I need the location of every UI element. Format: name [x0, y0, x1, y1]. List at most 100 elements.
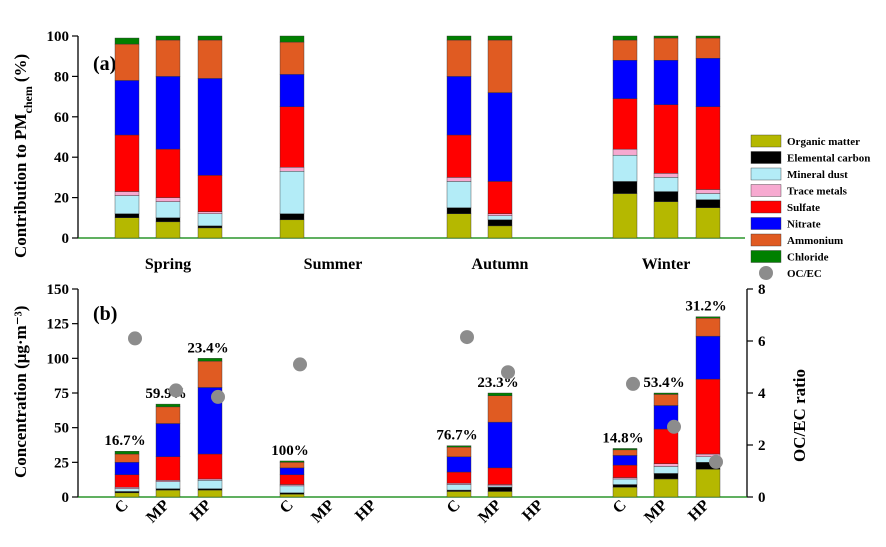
panel-a-bar-segment: [155, 148, 181, 198]
panel-b-y2-ticks: 0 2 4 6 8: [747, 282, 766, 506]
panel-a-y-label-unit: (%): [11, 54, 30, 82]
panel-a-bar-segment: [114, 213, 140, 218]
panel-b-category-label: HP: [187, 497, 215, 525]
panel-a-bar-segment: [446, 207, 472, 214]
panel-b-bar-segment: [653, 428, 679, 464]
panel-a-bars: [114, 35, 721, 239]
panel-b-category-label: MP: [475, 497, 505, 527]
legend-label: Nitrate: [787, 219, 821, 231]
panel-a-bar-segment: [612, 39, 638, 61]
panel-a-bar-segment: [446, 177, 472, 182]
panel-b-category-label: HP: [352, 497, 380, 525]
panel-a-bar-segment: [487, 181, 513, 214]
panel-b-category-label: MP: [641, 497, 671, 527]
panel-a-bar-segment: [487, 215, 513, 221]
panel-b-ocec-point: [709, 454, 723, 469]
panel-a-bar-segment: [197, 227, 223, 239]
panel-b-bar-segment: [446, 489, 472, 492]
panel-b-bar-segment: [197, 489, 223, 498]
panel-b-tick-label: 125: [47, 317, 70, 333]
legend-label: Organic matter: [787, 136, 860, 148]
panel-b-bar-segment: [487, 485, 513, 488]
panel-a-bar-segment: [155, 76, 181, 150]
panel-b-bar-segment: [653, 478, 679, 498]
legend-label: Ammonium: [787, 235, 843, 247]
panel-b-bar-segment: [197, 488, 223, 491]
panel-a-bar-segment: [155, 217, 181, 223]
legend-ocec-label: OC/EC: [787, 268, 822, 280]
panel-a-bar-segment: [155, 201, 181, 218]
panel-b-bar-segment: [612, 464, 638, 478]
panel-b-bar-segment: [114, 491, 140, 494]
panel-a-bar-segment: [197, 225, 223, 229]
panel-b-bar-segment: [114, 453, 140, 463]
panel-a-bar-segment: [446, 35, 472, 41]
legend-label: Sulfate: [787, 202, 820, 214]
panel-b-bar-segment: [695, 335, 721, 380]
panel-b-tick-label: 0: [62, 490, 70, 506]
panel-b-percent-label: 14.8%: [602, 430, 643, 446]
panel-b-bar-segment: [653, 392, 679, 395]
panel-b-bar-segment: [197, 360, 223, 388]
panel-a-bar-segment: [279, 219, 305, 239]
panel-b-ocec-point: [169, 383, 183, 398]
panel-a-bar-segment: [612, 35, 638, 41]
panel-b-bar-segment: [114, 487, 140, 489]
panel-a-bar-segment: [155, 35, 181, 41]
legend: Organic matter Elemental carbon Mineral du…: [750, 134, 870, 280]
panel-a-bar-segment: [695, 207, 721, 239]
panel-b-bar-segment: [155, 481, 181, 489]
panel-a-group-label: Autumn: [472, 256, 529, 273]
panel-b-bar-segment: [487, 392, 513, 396]
panel-b-bar-segment: [695, 316, 721, 319]
panel-a-bar-segment: [612, 60, 638, 99]
panel-b-bar-segment: [279, 494, 305, 498]
panel-a-y-ticks: 0 20 40 60 80 100: [47, 29, 78, 247]
panel-b-bar-segment: [653, 463, 679, 467]
legend-label: Elemental carbon: [787, 153, 870, 165]
panel-b-bar-segment: [695, 317, 721, 337]
panel-b-ocec-points: [128, 330, 723, 469]
panel-b-category-label: C: [277, 497, 297, 517]
panel-a-bar-segment: [279, 106, 305, 168]
panel-a-bar-segment: [653, 201, 679, 239]
panel-b-bar-segment: [114, 451, 140, 455]
panel-b-bar-segment: [487, 491, 513, 498]
panel-a-bar-segment: [653, 104, 679, 174]
panel-a-bar-segment: [446, 39, 472, 77]
panel-b-bar-segment: [114, 492, 140, 498]
panel-b-percent-label: 23.4%: [187, 340, 228, 356]
panel-b-tick-label: 100: [47, 351, 70, 367]
panel-b-bar-segment: [612, 478, 638, 485]
panel-b-bar-segment: [197, 453, 223, 480]
panel-a-bar-segment: [653, 35, 679, 39]
panel-b-ocec-point: [626, 376, 640, 391]
panel-b-ocec-point: [667, 419, 681, 434]
panel-b-category-label: HP: [519, 497, 547, 525]
panel-a-bar-segment: [612, 193, 638, 239]
panel-a-bar-segment: [446, 76, 472, 136]
panel-a-bar-segment: [446, 181, 472, 208]
panel-b-bar-segment: [155, 403, 181, 408]
panel-b-tick-label: 150: [47, 282, 70, 298]
panel-a-bar-segment: [695, 35, 721, 39]
panel-a-bar-segment: [279, 74, 305, 107]
panel-b-bar-segment: [653, 473, 679, 480]
panel-a-bar-segment: [612, 181, 638, 194]
panel-b-y2-tick-label: 0: [758, 490, 766, 506]
panel-a-bar-segment: [155, 39, 181, 77]
panel-a-bar-segment: [114, 195, 140, 214]
panel-a-bar-segment: [487, 225, 513, 239]
panel-a-bar-segment: [114, 191, 140, 196]
panel-b-bar-segment: [279, 485, 305, 494]
panel-a-y-label: Contribution to PMchem (%): [11, 54, 35, 258]
legend-swatch: [750, 184, 782, 197]
panel-a-bar-segment: [695, 37, 721, 59]
panel-a-bar-segment: [197, 211, 223, 214]
panel-b-x-labels: C MP HP C MP HP C MP HP C MP HP: [112, 497, 713, 527]
panel-b-bar-segment: [155, 488, 181, 491]
panel-a-bar-segment: [114, 217, 140, 239]
panel-a-bar-segment: [695, 58, 721, 107]
